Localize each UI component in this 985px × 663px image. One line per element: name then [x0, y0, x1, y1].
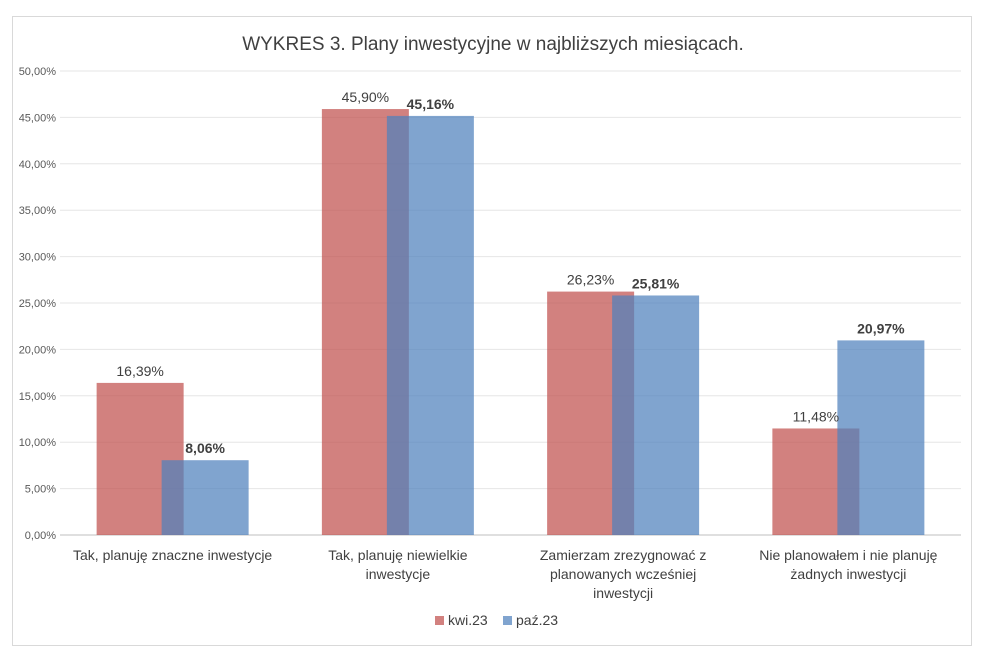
- data-label: 45,90%: [342, 89, 389, 105]
- category-label: Nie planowałem i nie planuję: [759, 547, 937, 563]
- y-tick-label: 20,00%: [19, 344, 57, 356]
- bar-chart: WYKRES 3. Plany inwestycyjne w najbliższ…: [19, 34, 961, 628]
- category-label: Tak, planuję niewielkie: [328, 547, 468, 563]
- data-label: 20,97%: [857, 320, 905, 336]
- y-tick-label: 0,00%: [25, 530, 56, 542]
- data-label: 11,48%: [793, 408, 839, 424]
- legend-swatch: [503, 616, 512, 625]
- y-tick-label: 15,00%: [19, 391, 57, 403]
- category-label: Tak, planuję znaczne inwestycje: [73, 547, 272, 563]
- bar-pa23-2: [612, 295, 700, 535]
- data-label: 8,06%: [185, 440, 225, 456]
- category-label: inwestycji: [593, 585, 653, 601]
- bar-pa23-3: [837, 340, 925, 535]
- bar-pa23-1: [386, 115, 474, 536]
- y-tick-label: 5,00%: [25, 484, 56, 496]
- data-label: 45,16%: [407, 96, 455, 112]
- data-label: 26,23%: [567, 272, 614, 288]
- chart-frame: WYKRES 3. Plany inwestycyjne w najbliższ…: [12, 16, 972, 646]
- bar-pa23-0: [161, 460, 249, 535]
- y-tick-label: 35,00%: [19, 205, 57, 217]
- legend-label: kwi.23: [448, 612, 488, 628]
- y-tick-label: 50,00%: [19, 66, 57, 78]
- category-label: inwestycje: [366, 566, 431, 582]
- y-tick-label: 40,00%: [19, 159, 57, 171]
- y-tick-label: 10,00%: [19, 437, 57, 449]
- y-tick-label: 25,00%: [19, 298, 57, 310]
- category-label: żadnych inwestycji: [790, 566, 906, 582]
- y-tick-label: 30,00%: [19, 252, 57, 264]
- chart-title: WYKRES 3. Plany inwestycyjne w najbliższ…: [242, 34, 744, 55]
- category-label: Zamierzam zrezygnować z: [540, 547, 707, 563]
- data-label: 25,81%: [632, 275, 680, 291]
- category-label: planowanych wcześniej: [550, 566, 696, 582]
- data-label: 16,39%: [116, 363, 163, 379]
- legend-label: paź.23: [516, 612, 558, 628]
- legend-swatch: [435, 616, 444, 625]
- y-tick-label: 45,00%: [19, 112, 57, 124]
